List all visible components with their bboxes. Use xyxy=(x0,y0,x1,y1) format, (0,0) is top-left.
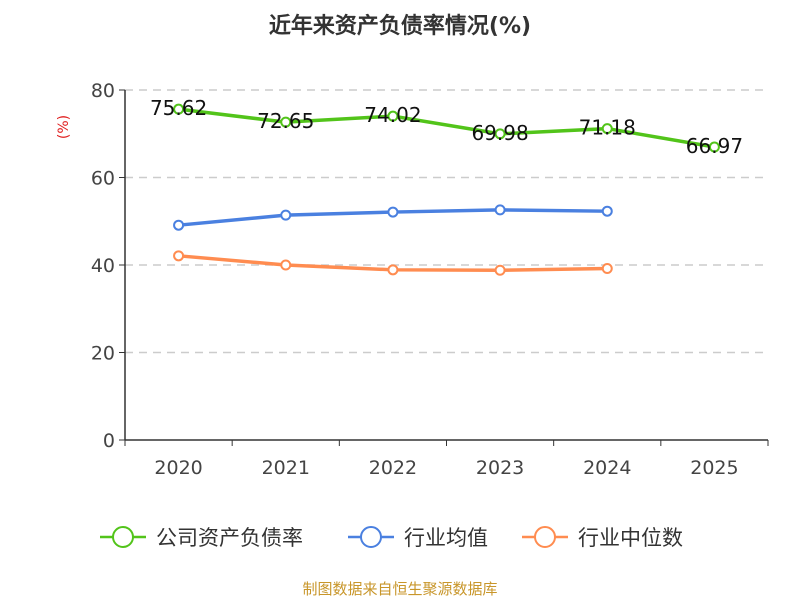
legend-label: 行业中位数 xyxy=(578,526,683,550)
data-point xyxy=(280,259,292,271)
data-label: 71.18 xyxy=(579,116,636,140)
x-tick-label: 2024 xyxy=(583,457,631,479)
data-point xyxy=(173,103,185,115)
data-point xyxy=(601,263,613,274)
data-point xyxy=(601,123,613,135)
data-point xyxy=(494,204,506,216)
data-point xyxy=(387,110,399,122)
y-tick-label: 0 xyxy=(103,430,115,452)
legend-label: 行业均值 xyxy=(404,526,488,550)
data-point xyxy=(387,264,399,276)
data-point xyxy=(280,116,292,128)
legend-marker xyxy=(534,526,556,548)
y-tick-label: 60 xyxy=(91,168,115,190)
chart-title: 近年来资产负债率情况(%) xyxy=(269,13,531,39)
footer-source: 制图数据来自恒生聚源数据库 xyxy=(302,580,497,598)
data-point xyxy=(387,206,399,218)
y-tick-label: 80 xyxy=(91,80,115,102)
x-tick-label: 2025 xyxy=(690,457,738,479)
x-tick-label: 2023 xyxy=(476,457,524,479)
data-point xyxy=(173,219,185,231)
x-tick-label: 2021 xyxy=(262,457,310,479)
data-label: 75.62 xyxy=(150,96,207,120)
data-point xyxy=(708,141,720,153)
data-label: 74.02 xyxy=(364,103,421,127)
data-point xyxy=(173,250,185,262)
x-tick-label: 2020 xyxy=(154,457,202,479)
data-point xyxy=(601,205,613,217)
x-tick-label: 2022 xyxy=(369,457,417,479)
data-label: 72.65 xyxy=(257,109,314,133)
data-point xyxy=(494,264,506,276)
legend-marker xyxy=(360,526,382,548)
y-axis-label: (%) xyxy=(56,115,72,139)
data-label: 69.98 xyxy=(471,121,528,145)
series-line xyxy=(178,107,715,149)
legend-marker xyxy=(112,526,134,548)
data-label: 66.97 xyxy=(686,134,743,158)
y-tick-label: 40 xyxy=(91,255,115,277)
legend-label: 公司资产负债率 xyxy=(156,526,303,550)
y-tick-label: 20 xyxy=(91,343,115,365)
data-point xyxy=(494,128,506,140)
data-point xyxy=(280,209,292,221)
